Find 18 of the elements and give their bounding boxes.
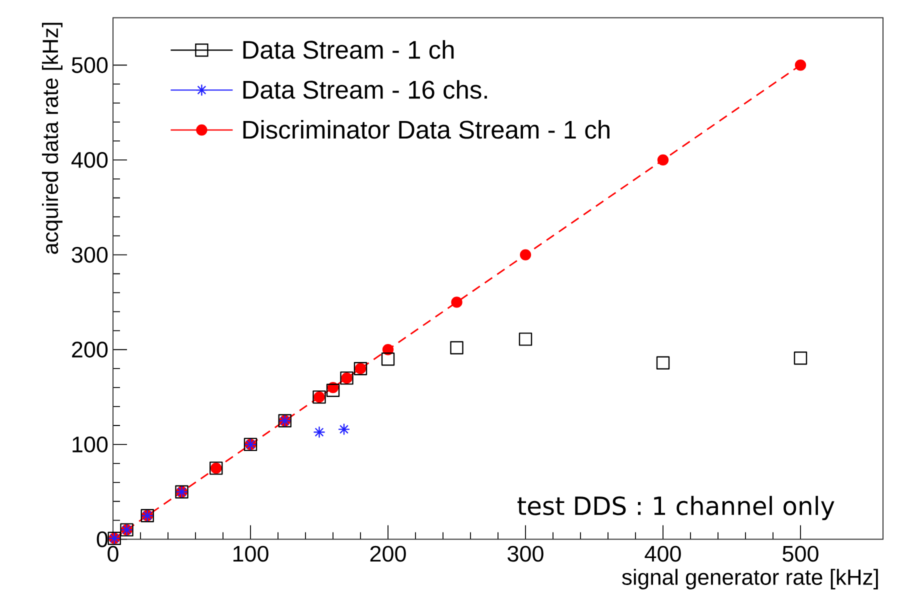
- legend-label: Data Stream - 16 chs.: [243, 80, 487, 99]
- x-tick-label: 400: [644, 546, 681, 562]
- y-tick-label: 0: [96, 531, 108, 548]
- y-tick-label: 400: [71, 152, 108, 168]
- x-axis-title: signal generator rate [kHz]: [622, 568, 878, 590]
- y-tick-label: 200: [72, 342, 108, 358]
- x-tick-label: 100: [233, 546, 268, 562]
- legend-label: Discriminator Data Stream - 1 ch: [243, 120, 610, 139]
- y-axis-title: acquired data rate [kHz]: [42, 22, 62, 254]
- annotation: test DDS : 1 channel only: [517, 496, 834, 520]
- y-tick-label: 100: [72, 436, 108, 452]
- x-tick-label: 0: [108, 546, 118, 562]
- legend-label: Data Stream - 1 ch: [243, 40, 454, 59]
- y-tick-label: 300: [72, 246, 108, 263]
- x-tick-label: 200: [370, 546, 406, 562]
- x-tick-label: 300: [508, 546, 544, 562]
- x-tick-label: 500: [782, 546, 818, 562]
- y-tick-label: 500: [72, 57, 108, 74]
